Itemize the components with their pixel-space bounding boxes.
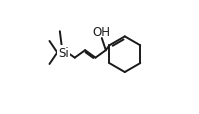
Text: OH: OH: [93, 25, 111, 38]
Text: Si: Si: [58, 47, 69, 60]
